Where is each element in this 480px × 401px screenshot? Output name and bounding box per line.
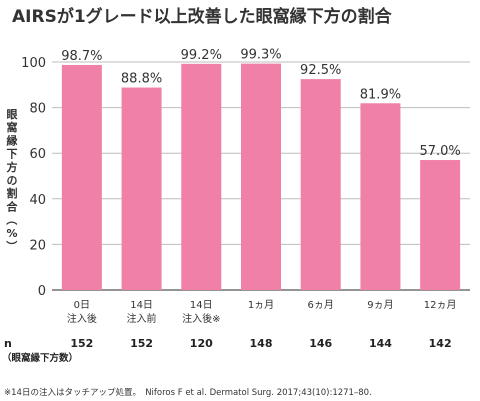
y-tick-label: 60 — [29, 147, 46, 162]
x-tick-label: 1ヵ月 — [248, 299, 274, 311]
y-tick-label: 20 — [29, 238, 46, 253]
bar — [360, 103, 401, 290]
y-tick-label: 80 — [29, 102, 46, 117]
y-tick-label: 100 — [21, 56, 46, 71]
y-axis-label-char: % — [6, 227, 17, 240]
y-axis-label-char: の — [7, 174, 18, 187]
n-value: 152 — [130, 337, 153, 350]
x-tick-label: 12ヵ月 — [424, 299, 457, 311]
y-axis-label-char: （ — [5, 214, 18, 225]
n-value: 152 — [70, 337, 93, 350]
footnote: ※14日の注入はタッチアップ処置。 Niforos F et al. Derma… — [4, 387, 372, 398]
y-axis-label-char: 合 — [7, 199, 19, 213]
x-tick-label: 14日 — [190, 300, 213, 311]
y-axis-label-char: ） — [5, 241, 18, 252]
x-tick-label: 注入前 — [127, 312, 157, 325]
x-tick-label: 注入後※ — [182, 312, 220, 325]
data-label: 99.2% — [181, 48, 222, 63]
data-label: 92.5% — [300, 63, 341, 78]
data-label: 81.9% — [360, 87, 401, 102]
y-axis-label-char: 方 — [7, 160, 18, 174]
data-label: 98.7% — [61, 49, 102, 64]
bar — [121, 87, 162, 290]
chart-title: AIRSが1グレード以上改善した眼窩縁下方の割合 — [12, 6, 393, 27]
n-value: 146 — [309, 337, 332, 350]
x-tick-label: 14日 — [130, 300, 153, 311]
y-tick-label: 0 — [38, 284, 46, 299]
data-label: 88.8% — [121, 72, 162, 87]
n-value: 144 — [369, 337, 392, 350]
data-label: 57.0% — [419, 144, 460, 159]
y-axis-label-char: 窩 — [7, 120, 18, 134]
n-row-sublabel: （眼窩縁下方数） — [2, 352, 78, 364]
y-axis-ticks: 0 20 40 60 80 100 — [21, 56, 46, 299]
bar — [181, 63, 222, 290]
y-axis-label-char: 縁 — [7, 133, 18, 147]
n-value: 120 — [190, 337, 213, 350]
bars — [61, 63, 461, 291]
x-tick-label: 6ヵ月 — [308, 299, 334, 311]
n-row: n （眼窩縁下方数） 152 152 120 148 146 144 142 — [2, 337, 452, 364]
value-labels: 98.7% 88.8% 99.2% 99.3% 92.5% 81.9% 57.0% — [61, 48, 461, 159]
y-axis-label-char: 下 — [7, 148, 18, 161]
n-value: 148 — [250, 337, 273, 350]
n-value: 142 — [429, 337, 452, 350]
bar — [61, 64, 102, 291]
x-tick-label: 注入後 — [67, 312, 97, 325]
y-axis-label: 眼窩縁下方の割合（%） — [5, 108, 19, 252]
x-tick-label: 9ヵ月 — [367, 299, 393, 311]
x-tick-label: 0日 — [74, 300, 90, 311]
bar — [300, 79, 341, 290]
y-axis-label-char: 眼 — [7, 108, 18, 121]
bar — [420, 160, 461, 290]
y-axis-label-char: 割 — [7, 186, 18, 200]
n-row-label: n — [4, 337, 12, 350]
y-tick-label: 40 — [29, 193, 46, 208]
bar — [241, 63, 281, 290]
data-label: 99.3% — [240, 48, 281, 63]
